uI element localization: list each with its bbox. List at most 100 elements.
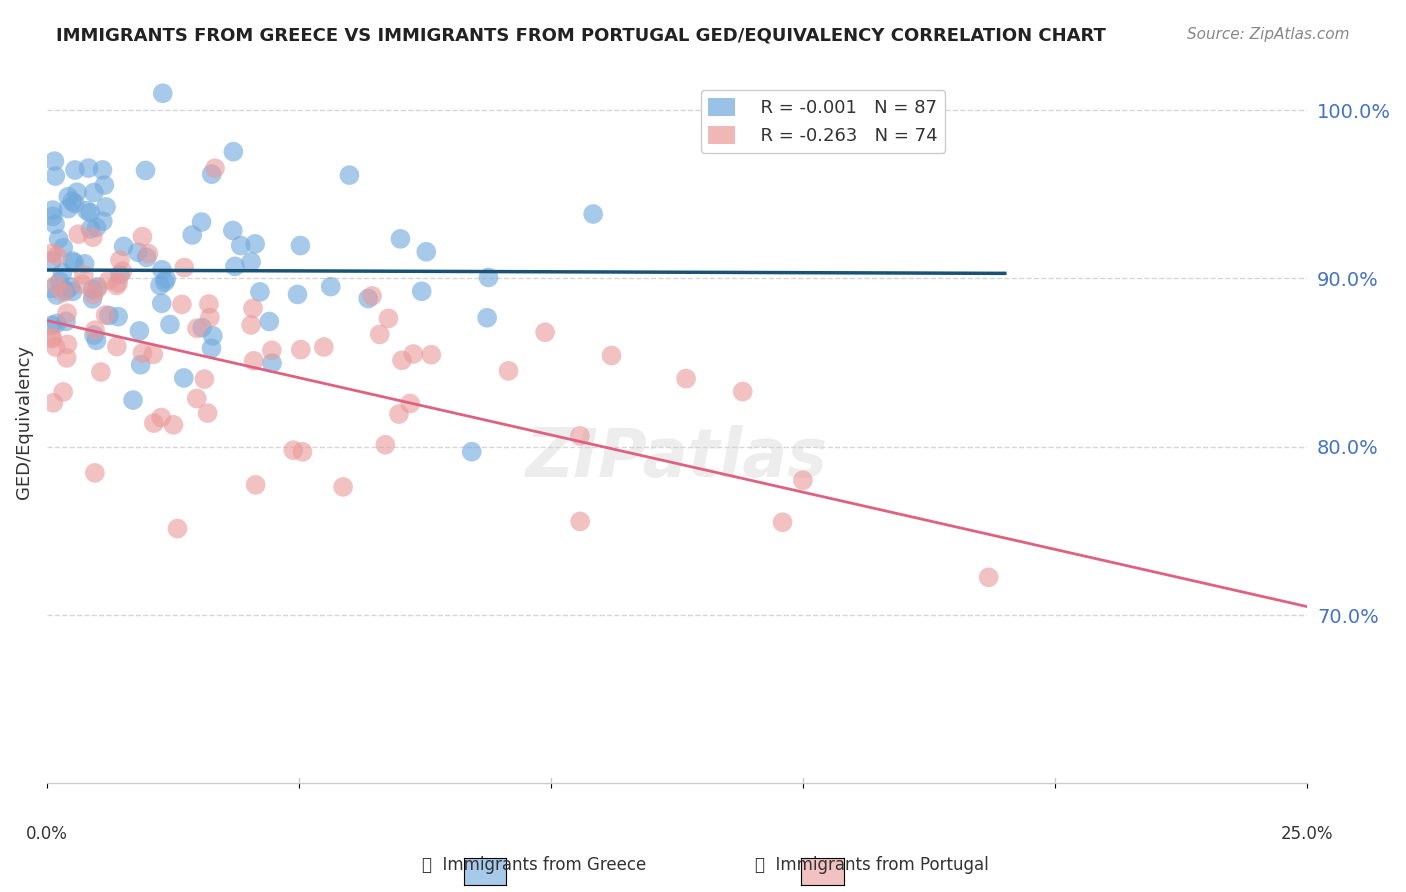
Point xyxy=(186,392,208,406)
Point xyxy=(150,296,173,310)
Point xyxy=(357,292,380,306)
Point xyxy=(249,285,271,299)
Point xyxy=(204,161,226,176)
Point xyxy=(60,194,83,209)
Point xyxy=(58,202,80,216)
Point xyxy=(44,169,66,183)
Point xyxy=(242,301,264,316)
Point xyxy=(290,343,312,357)
Point xyxy=(198,297,221,311)
Point xyxy=(41,332,63,346)
Point xyxy=(41,281,63,295)
Point xyxy=(149,278,172,293)
Point xyxy=(420,348,443,362)
Point xyxy=(477,270,499,285)
Point xyxy=(44,340,66,354)
Point xyxy=(83,186,105,200)
Point xyxy=(86,220,108,235)
Point xyxy=(83,466,105,480)
Text: 0.0%: 0.0% xyxy=(25,825,67,844)
Point xyxy=(52,384,75,399)
Point xyxy=(152,87,174,101)
Point xyxy=(731,384,754,399)
Point xyxy=(62,285,84,299)
Text: Source: ZipAtlas.com: Source: ZipAtlas.com xyxy=(1187,27,1350,42)
Point xyxy=(77,161,100,175)
Point xyxy=(243,353,266,368)
Point xyxy=(374,438,396,452)
Point xyxy=(49,274,72,288)
Point xyxy=(389,232,412,246)
Point xyxy=(582,207,605,221)
Point xyxy=(82,282,104,296)
Point xyxy=(391,353,413,368)
Point xyxy=(48,232,70,246)
Point xyxy=(222,223,245,237)
Point xyxy=(42,396,65,410)
Point xyxy=(186,321,208,335)
Point xyxy=(97,273,120,287)
Point xyxy=(222,145,245,159)
Point xyxy=(402,347,425,361)
Point xyxy=(193,372,215,386)
Point xyxy=(131,346,153,360)
Point xyxy=(56,337,79,351)
Point xyxy=(52,285,75,300)
Point xyxy=(197,406,219,420)
Point xyxy=(135,251,157,265)
Point xyxy=(229,238,252,252)
Point xyxy=(368,327,391,342)
Point xyxy=(127,245,149,260)
Point xyxy=(181,227,204,242)
Point xyxy=(94,200,117,214)
Point xyxy=(42,210,65,224)
Point xyxy=(312,340,335,354)
Point xyxy=(155,272,177,286)
Point xyxy=(568,429,591,443)
Point xyxy=(45,288,67,302)
Point xyxy=(475,310,498,325)
Point xyxy=(63,196,86,211)
Point xyxy=(46,249,69,263)
Point xyxy=(319,279,342,293)
Text: ⬜  Immigrants from Greece: ⬜ Immigrants from Greece xyxy=(422,855,647,873)
Point xyxy=(534,325,557,339)
Point xyxy=(191,320,214,334)
Point xyxy=(498,364,520,378)
Point xyxy=(107,276,129,290)
Point xyxy=(45,317,67,331)
Point xyxy=(41,254,63,268)
Point xyxy=(290,238,312,252)
Point xyxy=(44,154,66,169)
Point xyxy=(173,260,195,275)
Point xyxy=(52,241,75,255)
Text: ZIPatlas: ZIPatlas xyxy=(526,425,828,491)
Point xyxy=(83,328,105,343)
Point xyxy=(260,343,283,358)
Point xyxy=(399,396,422,410)
Point xyxy=(56,306,79,320)
Point xyxy=(134,163,156,178)
Point xyxy=(150,262,173,277)
Point xyxy=(150,410,173,425)
Point xyxy=(388,407,411,421)
Point xyxy=(86,280,108,294)
Point xyxy=(108,268,131,282)
Point xyxy=(45,278,67,293)
Point xyxy=(105,340,128,354)
Point xyxy=(94,308,117,322)
Point xyxy=(173,371,195,385)
Point xyxy=(128,324,150,338)
Point xyxy=(62,254,84,268)
Point xyxy=(260,356,283,370)
Legend:   R = -0.001   N = 87,   R = -0.263   N = 74: R = -0.001 N = 87, R = -0.263 N = 74 xyxy=(700,90,945,153)
Point xyxy=(138,246,160,260)
Point xyxy=(82,292,104,306)
Point xyxy=(105,278,128,293)
Point xyxy=(569,515,592,529)
Point xyxy=(76,203,98,218)
Point xyxy=(41,203,63,218)
Point xyxy=(415,244,437,259)
Point xyxy=(600,349,623,363)
Point xyxy=(91,162,114,177)
